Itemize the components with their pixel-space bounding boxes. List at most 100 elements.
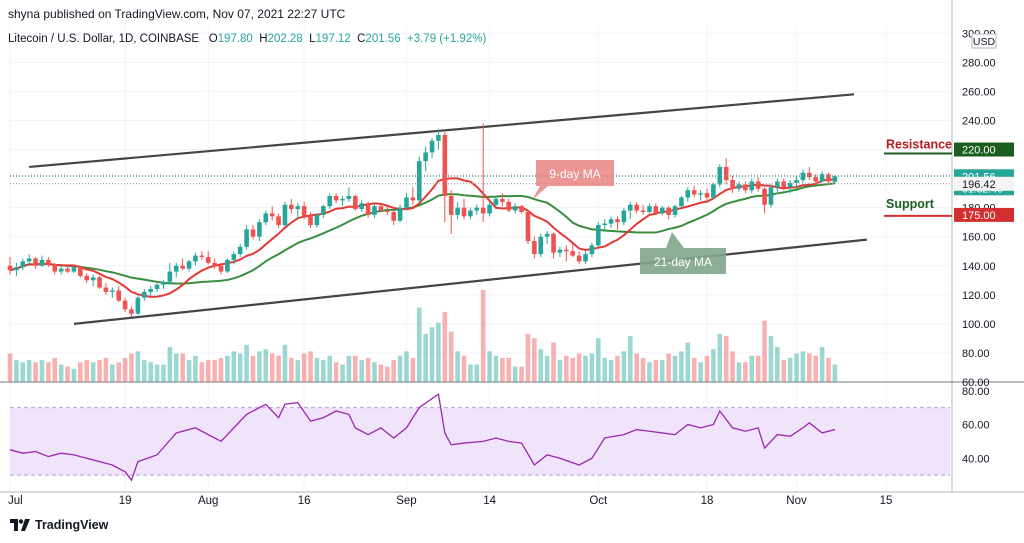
candle (832, 175, 838, 183)
volume-bar (218, 357, 224, 382)
moving-averages (9, 177, 836, 298)
candle (448, 190, 454, 234)
candle (58, 265, 64, 275)
candle-body (52, 264, 58, 272)
candle-body (33, 258, 38, 266)
volume-bar (314, 357, 320, 382)
volume-bar (78, 362, 83, 382)
candle (135, 294, 141, 316)
candle (423, 146, 428, 172)
volume-bar (557, 360, 563, 382)
volume-bar (679, 351, 684, 382)
volume-bar (384, 366, 390, 382)
candle-body (448, 196, 454, 215)
candle-body (666, 207, 671, 215)
ma21-line (9, 182, 836, 285)
volume-bar (161, 364, 166, 382)
volume-bar (282, 344, 288, 382)
candle (301, 201, 307, 220)
time-tick-label: 14 (483, 495, 496, 507)
candle-body (736, 184, 742, 189)
candle (615, 216, 620, 230)
candle-body (826, 174, 831, 182)
volume-bars (7, 290, 838, 382)
price-tag-label: 220.00 (962, 145, 996, 157)
time-tick-label: Nov (786, 495, 807, 507)
candle-body (257, 222, 262, 237)
candle-body (576, 255, 582, 262)
candle (749, 178, 755, 194)
candle (353, 194, 358, 211)
volume-bar (129, 353, 134, 382)
candle (199, 251, 205, 260)
candle (500, 193, 505, 207)
price-tick-label: 60.00 (962, 377, 990, 389)
candle-body (717, 166, 723, 185)
candle (173, 262, 179, 278)
symbol-name: Litecoin / U.S. Dollar, 1D, COINBASE (8, 33, 200, 45)
candle (461, 198, 467, 220)
candle-body (704, 193, 710, 198)
candle-body (314, 214, 320, 226)
candle (212, 258, 217, 269)
volume-bar (570, 357, 576, 382)
candle-body (180, 265, 185, 269)
price-tick-label: 260.00 (962, 86, 996, 98)
candle (122, 297, 128, 313)
candle (404, 193, 409, 211)
candle (7, 257, 13, 275)
volume-bar (768, 336, 774, 382)
candle-body (493, 198, 499, 205)
volume-bar (20, 362, 26, 382)
volume-bar (154, 364, 160, 382)
candle (557, 246, 563, 258)
candle (84, 273, 90, 284)
volume-bar (813, 355, 819, 382)
candle (20, 258, 26, 271)
volume-bar (474, 364, 480, 382)
volume-bar (551, 342, 556, 382)
volume-bar (512, 366, 518, 382)
candle (519, 204, 524, 214)
volume-bar (269, 353, 275, 382)
volume-bar (583, 355, 588, 382)
candle (512, 203, 518, 214)
candle-body (148, 289, 153, 292)
candle-body (595, 225, 601, 246)
candle-body (627, 204, 633, 211)
volume-bar (7, 353, 13, 382)
volume-bar (717, 333, 723, 382)
volume-bar (525, 333, 531, 382)
candle-body (730, 180, 735, 189)
candle-body (570, 251, 576, 256)
volume-bar (691, 357, 697, 382)
volume-bar (736, 362, 742, 382)
candle (659, 206, 665, 215)
candle (231, 251, 237, 265)
volume-bar (711, 349, 716, 382)
volume-bar (353, 355, 358, 382)
rsi-tick-label: 60.00 (962, 420, 990, 432)
volume-bar (832, 364, 838, 382)
candle (455, 201, 460, 220)
volume-bar (461, 355, 467, 382)
candle (755, 177, 761, 192)
candle (653, 203, 659, 215)
volume-bar (448, 331, 454, 382)
tradingview-logo-icon (10, 519, 30, 531)
candle-body (647, 206, 652, 212)
candle-body (39, 259, 45, 266)
candle-body (775, 181, 780, 188)
candle (46, 257, 51, 268)
candle-body (372, 206, 377, 215)
channel-lower-line (73, 238, 867, 325)
candle (410, 187, 416, 205)
volume-bar (58, 364, 64, 382)
candle-body (455, 207, 460, 215)
tradingview-logo[interactable]: TradingView (10, 518, 108, 532)
candle-body (538, 236, 544, 255)
volume-bar (787, 357, 793, 382)
volume-bar (71, 368, 77, 382)
volume-bar (372, 362, 377, 382)
